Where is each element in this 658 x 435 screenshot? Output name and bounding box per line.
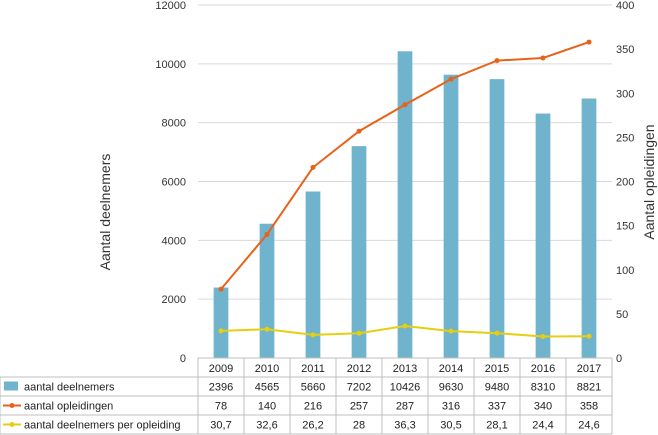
y2-tick-label: 100 [616,265,634,277]
y2-tick-label: 300 [616,88,634,100]
bar [213,287,229,358]
table-cell: 337 [488,401,506,413]
series-point [540,55,546,61]
series-point [218,286,224,292]
right-axis-ticks: 0 50 100 150 200 250 300 350 400 [616,0,634,365]
category-label: 2009 [209,363,233,375]
table-cell: 316 [442,401,460,413]
legend-key-marker [9,422,15,427]
category-label: 2011 [301,363,325,375]
category-label: 2014 [439,363,463,375]
table-cell: 287 [396,401,414,413]
series-point [310,332,316,338]
table-cell: 28,1 [486,420,507,432]
y2-axis-title: Aantal opleidingen [641,124,657,239]
bar [259,223,275,358]
legend-key-bar [4,381,18,391]
y-tick-label: 2000 [162,294,186,306]
y-tick-label: 4000 [162,235,186,247]
series-point [310,164,316,170]
y-tick-label: 10000 [155,59,186,71]
category-label: 2013 [393,363,417,375]
category-label: 2012 [347,363,371,375]
table-cell: 8821 [577,382,601,394]
series-point [494,58,500,64]
bar [443,74,459,358]
table-cell: 5660 [301,382,325,394]
bar [305,191,321,358]
bars [213,51,597,359]
series-point [586,39,592,45]
y-tick-label: 0 [180,353,186,365]
bar [489,79,505,358]
table-cell: 358 [580,401,598,413]
y2-tick-label: 400 [616,0,634,12]
table-cell: 30,5 [440,420,461,432]
data-table: 2009 2010 2011 2012 2013 2014 2015 2016 2017 aant… [0,357,613,435]
series-point [448,76,454,82]
category-label: 2017 [577,363,601,375]
legend-key-marker [9,403,15,408]
bar [581,98,597,358]
series-point [402,323,408,329]
legend-label: aantal opleidingen [24,401,113,413]
table-cell: 30,7 [210,420,231,432]
table-cell: 9630 [439,382,463,394]
table-cell: 216 [304,401,322,413]
series-point [356,330,362,336]
bar [535,113,551,358]
y2-tick-label: 200 [616,177,634,189]
y2-tick-label: 250 [616,132,634,144]
table-cell: 4565 [255,382,279,394]
table-cell: 7202 [347,382,371,394]
table-cell: 340 [534,401,552,413]
series-point [402,102,408,108]
legend-label: aantal deelnemers per opleiding [24,420,181,432]
series-point [264,326,270,332]
table-cell: 36,3 [394,420,415,432]
table-cell: 28 [353,420,365,432]
bar [351,146,367,358]
table-cell: 8310 [531,382,555,394]
category-label: 2015 [485,363,509,375]
y2-tick-label: 0 [616,353,622,365]
category-label: 2016 [531,363,555,375]
series-point [494,330,500,336]
y2-tick-label: 350 [616,44,634,56]
y-tick-label: 8000 [162,118,186,130]
table-cell: 2396 [209,382,233,394]
table-cell: 32,6 [256,420,277,432]
category-label: 2010 [255,363,279,375]
y-axis-title: Aantal deelnemers [97,154,113,271]
table-cell: 24,4 [532,420,553,432]
table-cell: 26,2 [302,420,323,432]
series-point [356,128,362,134]
y2-tick-label: 150 [616,221,634,233]
table-cell: 24,6 [578,420,599,432]
y-tick-label: 6000 [162,177,186,189]
table-cell: 9480 [485,382,509,394]
series-point [218,328,224,334]
y-tick-label: 12000 [155,0,186,12]
lines [218,39,592,339]
table-cell: 78 [215,401,227,413]
bar [397,51,413,359]
left-axis-ticks: 0 2000 4000 6000 8000 10000 12000 [155,0,186,365]
series-point [540,333,546,339]
table-cell: 10426 [390,382,421,394]
series-point [586,333,592,339]
table-cell: 257 [350,401,368,413]
legend-label: aantal deelnemers [24,382,115,394]
table-cell: 140 [258,401,276,413]
series-point [264,231,270,237]
y2-tick-label: 50 [616,309,628,321]
series-point [448,328,454,334]
